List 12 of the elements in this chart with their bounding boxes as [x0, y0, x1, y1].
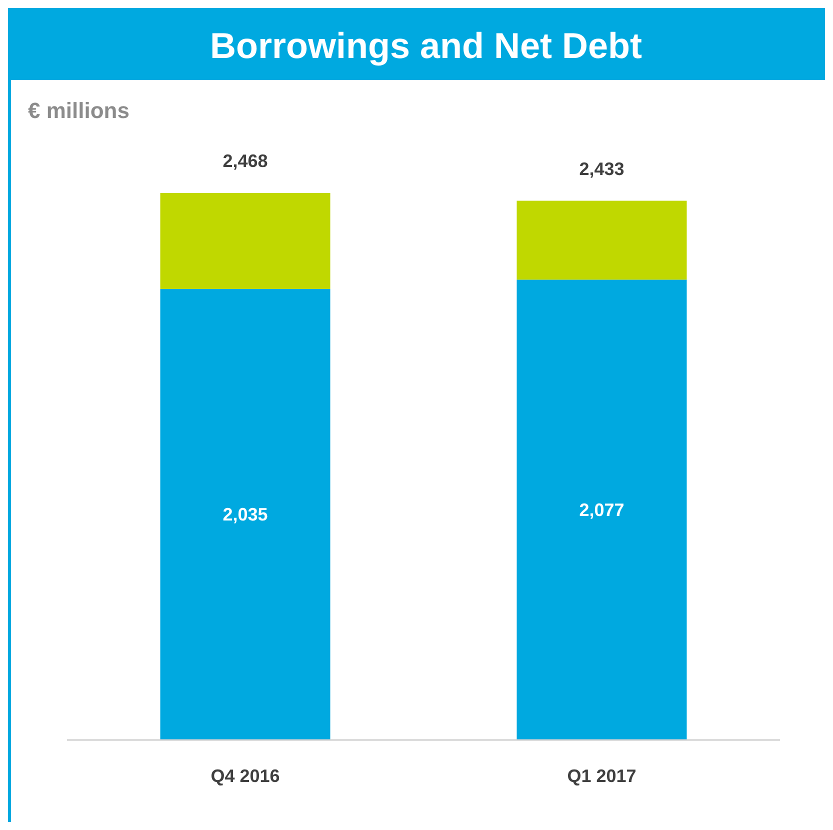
- total-label: 2,433: [579, 158, 624, 179]
- y-axis-title: € millions: [28, 98, 130, 123]
- data-label: 2,077: [579, 500, 624, 520]
- chart-title: Borrowings and Net Debt: [210, 25, 642, 66]
- data-label: 2,035: [222, 504, 268, 524]
- total-label: 2,468: [222, 151, 268, 171]
- x-tick-label: Q1 2017: [567, 766, 636, 786]
- bar: [516, 280, 687, 740]
- bar: [160, 193, 330, 289]
- x-tick-label: Q4 2016: [210, 766, 280, 786]
- bar: [160, 288, 330, 740]
- bar: [516, 200, 687, 280]
